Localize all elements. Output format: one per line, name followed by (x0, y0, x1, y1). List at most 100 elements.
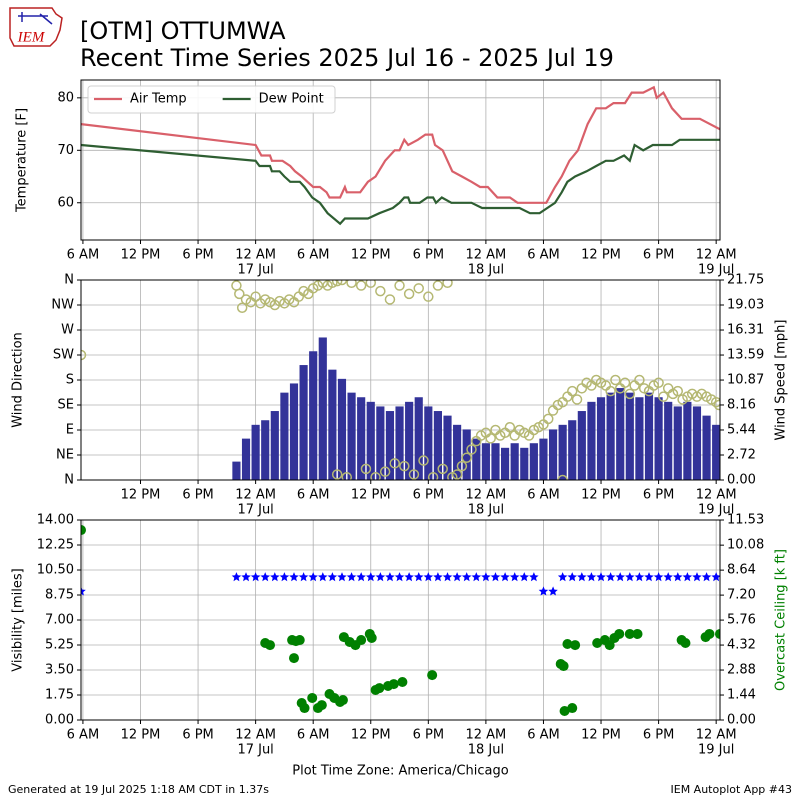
x-tick-label: 12 AM (465, 728, 506, 743)
wind-direction-point (384, 294, 396, 305)
wind-direction-point (571, 394, 583, 405)
ceiling-point (294, 635, 305, 646)
wind-direction-point (418, 455, 429, 466)
legend-label: Dew Point (259, 92, 324, 107)
wind-direction-point (566, 385, 578, 397)
wind-speed-bar (548, 429, 558, 480)
legend: Air Temp Dew Point (87, 85, 336, 114)
visibility-point (605, 572, 616, 582)
ceiling-point (715, 628, 720, 639)
x-tick-label: 12 AM (235, 488, 276, 503)
wind-direction-point (432, 280, 444, 291)
y2-tick-label: 10.87 (727, 373, 764, 388)
wind-direction-point (331, 469, 343, 480)
wind-speed-bar (395, 406, 404, 480)
y-tick-label: SW (53, 348, 74, 363)
footer-left: Generated at 19 Jul 2025 1:18 AM CDT in … (8, 783, 269, 796)
x-tick-date: 18 Jul (468, 263, 504, 278)
wind-speed-bar (289, 383, 299, 480)
visibility-point (519, 572, 529, 582)
wind-direction-point (610, 374, 621, 386)
x-tick-date: 17 Jul (237, 263, 273, 278)
wind-speed-bar (529, 443, 538, 480)
y-tick-label: 80 (57, 90, 74, 105)
y-tick-label: N (64, 473, 74, 488)
x-tick-label: 12 AM (696, 248, 737, 263)
x-tick-label: 6 PM (182, 488, 213, 503)
wind-direction-point (355, 280, 367, 291)
wind-speed-bar (405, 401, 414, 480)
visibility-point (404, 572, 414, 582)
visibility-point (308, 572, 318, 582)
y2-tick-label: 8.64 (727, 563, 756, 578)
x-tick-label: 12 PM (351, 728, 391, 743)
y-tick-label: 0.00 (45, 713, 74, 728)
y2-tick-label: 11.53 (727, 513, 764, 528)
ceiling-point (427, 670, 438, 681)
wind-speed-bar (635, 397, 644, 480)
wind-direction-point (543, 413, 554, 425)
wind-speed-bar (625, 392, 634, 480)
x-tick-label: 6 AM (297, 248, 330, 263)
wind-direction-point (403, 288, 415, 300)
wind-direction-point (624, 388, 636, 400)
x-tick-label: 6 AM (297, 728, 330, 743)
wind-speed-bar (318, 337, 327, 480)
ceiling-point (374, 683, 385, 694)
y-tick-label: 70 (57, 143, 74, 158)
x-tick-label: 12 AM (235, 248, 276, 263)
visibility-point (337, 572, 347, 582)
ceiling-point (624, 628, 635, 639)
wind-direction-point (427, 471, 439, 480)
wind-direction-point (408, 469, 420, 480)
wind-direction-point (389, 458, 400, 469)
y2-tick-label: 2.88 (727, 663, 756, 678)
y-tick-label: 8.75 (45, 588, 74, 603)
legend-label: Air Temp (130, 92, 187, 107)
visibility-point (270, 572, 280, 582)
axes-frame (80, 79, 721, 241)
visibility-point (279, 572, 290, 582)
x-tick-label: 6 AM (527, 248, 560, 263)
wind-speed-bar (606, 392, 615, 480)
visibility-point (260, 572, 270, 582)
wind-direction-point (293, 291, 305, 302)
visibility-point (509, 572, 520, 582)
wind-speed-bar (491, 443, 500, 480)
wind-speed-bar (587, 401, 596, 480)
x-tick-label: 6 PM (643, 488, 674, 503)
wind-speed-bar (644, 392, 654, 480)
visibility-point (471, 572, 482, 582)
wind-speed-bar (453, 424, 462, 480)
wind-direction-point (365, 280, 377, 289)
visibility-point (375, 572, 386, 582)
x-tick-label: 12 AM (465, 248, 506, 263)
wind-speed-bar (251, 424, 260, 480)
x-tick-date: 19 Jul (698, 503, 734, 518)
wind-speed-bar (577, 411, 586, 480)
wind-speed-bar (385, 411, 395, 480)
ceiling-point (397, 677, 408, 688)
wind-speed-bar (616, 388, 625, 480)
wind-direction-point (605, 385, 616, 397)
plot-area (81, 85, 720, 226)
x-tick-label: 12 AM (696, 728, 737, 743)
visibility-point (385, 572, 395, 582)
wind-direction-point (662, 383, 674, 394)
wind-direction-point (634, 374, 645, 386)
y-tick-label: NE (56, 448, 74, 463)
visibility-point (241, 572, 251, 582)
x-tick-label: 6 PM (413, 728, 444, 743)
x-tick-label: 6 AM (67, 728, 100, 743)
wind-speed-bar (510, 443, 519, 480)
y-tick-label: 14.00 (37, 513, 74, 528)
wind-direction-point (327, 280, 338, 289)
y-tick-label: 7.00 (45, 613, 74, 628)
series-line (81, 138, 720, 226)
visibility-point (615, 572, 625, 582)
x-axis-label: Plot Time Zone: America/Chicago (292, 764, 508, 779)
wind-speed-bar (481, 443, 490, 480)
x-tick-label: 6 PM (182, 248, 213, 263)
y2-tick-label: 1.44 (727, 688, 756, 703)
